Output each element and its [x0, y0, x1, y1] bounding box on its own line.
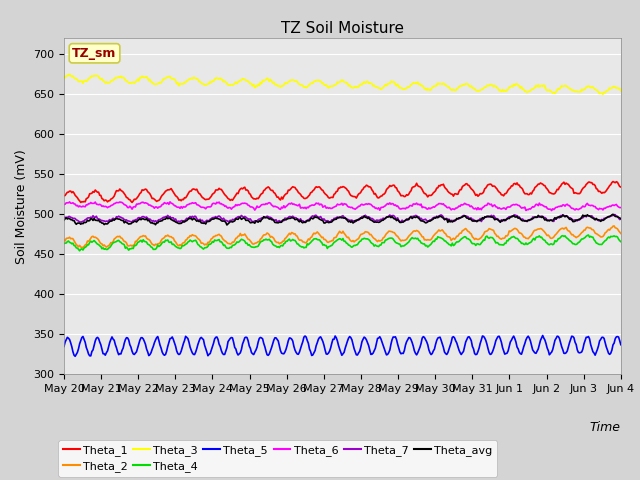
Theta_3	[617, 88, 625, 94]
Theta_7	[611, 212, 619, 217]
Theta_7	[362, 214, 370, 219]
Theta_1	[617, 184, 625, 190]
Theta_6	[329, 205, 337, 211]
Theta_5	[393, 336, 401, 342]
Theta_7	[329, 218, 337, 224]
Theta_avg	[518, 217, 525, 223]
Theta_1	[326, 195, 333, 201]
Theta_avg	[362, 214, 370, 220]
Theta_avg	[329, 217, 337, 223]
Theta_6	[617, 204, 625, 210]
Theta_avg	[223, 222, 231, 228]
Theta_1	[60, 193, 68, 199]
Theta_4	[76, 248, 83, 254]
Theta_5	[60, 344, 68, 349]
Theta_1	[518, 185, 525, 191]
Theta_1	[605, 185, 612, 191]
Line: Theta_2: Theta_2	[64, 226, 621, 248]
Theta_3	[362, 79, 370, 85]
Line: Theta_1: Theta_1	[64, 181, 621, 203]
Theta_avg	[326, 219, 333, 225]
Theta_5	[518, 351, 525, 357]
Line: Theta_3: Theta_3	[64, 74, 621, 94]
Theta_7	[393, 216, 401, 222]
Theta_4	[326, 244, 333, 250]
Theta_2	[518, 231, 525, 237]
Theta_avg	[609, 211, 617, 217]
Theta_5	[326, 348, 333, 354]
Theta_1	[77, 200, 84, 205]
Theta_avg	[60, 217, 68, 223]
Theta_2	[326, 239, 333, 244]
Line: Theta_5: Theta_5	[64, 336, 621, 356]
Theta_1	[329, 195, 337, 201]
Theta_1	[609, 179, 617, 184]
Text: TZ_sm: TZ_sm	[72, 47, 116, 60]
Theta_6	[60, 202, 68, 207]
Theta_7	[617, 216, 625, 222]
Theta_5	[617, 342, 625, 348]
Theta_1	[393, 185, 401, 191]
Theta_2	[78, 245, 86, 251]
Theta_3	[326, 84, 333, 89]
Line: Theta_4: Theta_4	[64, 235, 621, 251]
Theta_7	[518, 216, 525, 222]
Theta_2	[329, 238, 337, 243]
Theta_6	[166, 199, 174, 204]
Theta_4	[606, 235, 614, 241]
Theta_4	[362, 236, 370, 242]
Theta_7	[60, 214, 68, 220]
Theta_5	[539, 333, 547, 338]
Theta_5	[329, 336, 337, 342]
Theta_7	[326, 220, 333, 226]
Theta_7	[324, 218, 332, 224]
Theta_4	[584, 232, 592, 238]
Theta_2	[617, 230, 625, 236]
Theta_avg	[605, 214, 612, 219]
Theta_4	[518, 240, 525, 246]
Line: Theta_avg: Theta_avg	[64, 214, 621, 225]
Theta_2	[605, 227, 612, 232]
Theta_4	[329, 241, 337, 247]
Y-axis label: Soil Moisture (mV): Soil Moisture (mV)	[15, 149, 28, 264]
Theta_avg	[393, 218, 401, 224]
Theta_5	[362, 337, 370, 343]
Theta_2	[60, 237, 68, 243]
Theta_3	[60, 74, 68, 80]
Theta_5	[606, 351, 614, 357]
Theta_6	[326, 205, 333, 211]
Theta_2	[611, 223, 618, 229]
Theta_6	[393, 204, 401, 209]
Legend: Theta_1, Theta_2, Theta_3, Theta_4, Theta_5, Theta_6, Theta_7, Theta_avg: Theta_1, Theta_2, Theta_3, Theta_4, Thet…	[58, 441, 497, 477]
Theta_5	[71, 353, 79, 359]
Theta_3	[66, 72, 74, 77]
Theta_3	[599, 91, 607, 97]
Theta_3	[393, 83, 401, 89]
Theta_6	[362, 201, 370, 207]
Theta_3	[329, 84, 337, 89]
Theta_4	[60, 240, 68, 246]
Theta_3	[606, 85, 614, 91]
Theta_4	[617, 239, 625, 244]
Theta_6	[548, 208, 556, 214]
Text: Time: Time	[590, 421, 621, 434]
Title: TZ Soil Moisture: TZ Soil Moisture	[281, 21, 404, 36]
Theta_6	[606, 203, 614, 209]
Theta_2	[362, 229, 370, 235]
Line: Theta_6: Theta_6	[64, 202, 621, 211]
Theta_4	[393, 240, 401, 246]
Line: Theta_7: Theta_7	[64, 215, 621, 223]
Theta_2	[393, 233, 401, 239]
Theta_avg	[617, 216, 625, 221]
Theta_1	[362, 182, 370, 188]
Theta_7	[605, 214, 612, 220]
Theta_6	[518, 205, 525, 211]
Theta_3	[518, 84, 525, 90]
